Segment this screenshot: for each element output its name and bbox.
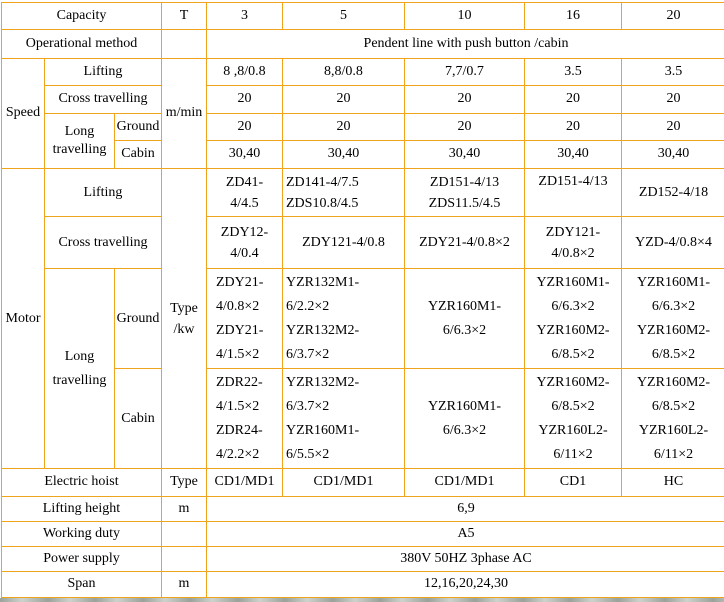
motor-cabin-value-cell: ZDR22- 4/1.5×2 ZDR24- 4/2.2×2: [207, 369, 283, 469]
speed-long-travelling-label-cell: Long travelling: [45, 114, 115, 169]
lifting-height-row: Lifting height m 6,9: [2, 497, 724, 522]
capacity-unit-cell: T: [162, 3, 207, 30]
speed-cross-value-cell: 20: [283, 86, 405, 114]
lifting-height-value-cell: 6,9: [207, 497, 724, 522]
span-unit-cell: m: [162, 572, 207, 598]
operational-method-row: Operational method Pendent line with pus…: [2, 30, 724, 59]
electric-hoist-label-cell: Electric hoist: [2, 469, 162, 497]
speed-lifting-value-cell: 3.5: [622, 59, 724, 86]
lifting-height-label-cell: Lifting height: [2, 497, 162, 522]
capacity-value-cell: 20: [622, 3, 724, 30]
lifting-height-unit-cell: m: [162, 497, 207, 522]
power-supply-value-cell: 380V 50HZ 3phase AC: [207, 547, 724, 572]
motor-ground-row: Long travelling Ground ZDY21- 4/0.8×2 ZD…: [2, 269, 724, 369]
motor-lifting-label-cell: Lifting: [45, 169, 162, 217]
power-supply-label-cell: Power supply: [2, 547, 162, 572]
speed-ground-value-cell: 20: [207, 114, 283, 141]
motor-cross-value-cell: ZDY121-4/0.8: [283, 217, 405, 269]
motor-ground-value-cell: ZDY21- 4/0.8×2 ZDY21- 4/1.5×2: [207, 269, 283, 369]
motor-ground-value-cell: YZR160M1- 6/6.3×2 YZR160M2- 6/8.5×2: [622, 269, 724, 369]
working-duty-value-cell: A5: [207, 522, 724, 547]
speed-ground-row: Long travelling Ground 20 20 20 20 20: [2, 114, 724, 141]
motor-lifting-value-cell: ZD41- 4/4.5: [207, 169, 283, 217]
electric-hoist-value-cell: CD1: [525, 469, 622, 497]
speed-unit-cell: m/min: [162, 59, 207, 169]
speed-cross-value-cell: 20: [207, 86, 283, 114]
motor-cabin-value-cell: YZR160M2- 6/8.5×2 YZR160L2- 6/11×2: [622, 369, 724, 469]
motor-cabin-value-cell: YZR160M1- 6/6.3×2: [405, 369, 525, 469]
speed-lifting-value-cell: 8 ,8/0.8: [207, 59, 283, 86]
speed-ground-value-cell: 20: [405, 114, 525, 141]
span-row: Span m 12,16,20,24,30: [2, 572, 724, 598]
speed-lifting-label-cell: Lifting: [45, 59, 162, 86]
motor-ground-value-cell: YZR160M1- 6/6.3×2: [405, 269, 525, 369]
motor-lifting-row: Motor Lifting Type /kw ZD41- 4/4.5 ZD141…: [2, 169, 724, 217]
speed-lifting-row: Speed Lifting m/min 8 ,8/0.8 8,8/0.8 7,7…: [2, 59, 724, 86]
electric-hoist-value-cell: HC: [622, 469, 724, 497]
capacity-row: Capacity T 3 5 10 16 20: [2, 3, 724, 30]
speed-lifting-value-cell: 7,7/0.7: [405, 59, 525, 86]
speed-section-label-cell: Speed: [2, 59, 45, 169]
speed-ground-value-cell: 20: [622, 114, 724, 141]
electric-hoist-row: Electric hoist Type CD1/MD1 CD1/MD1 CD1/…: [2, 469, 724, 497]
electric-hoist-value-cell: CD1/MD1: [283, 469, 405, 497]
capacity-value-cell: 10: [405, 3, 525, 30]
speed-cabin-value-cell: 30,40: [525, 141, 622, 169]
speed-ground-label-cell: Ground: [115, 114, 162, 141]
motor-cabin-value-cell: YZR160M2- 6/8.5×2 YZR160L2- 6/11×2: [525, 369, 622, 469]
speed-cross-value-cell: 20: [622, 86, 724, 114]
speed-cabin-value-cell: 30,40: [622, 141, 724, 169]
motor-cross-value-cell: ZDY12- 4/0.4: [207, 217, 283, 269]
motor-long-travelling-label-cell: Long travelling: [45, 269, 115, 469]
speed-cross-label-cell: Cross travelling: [45, 86, 162, 114]
capacity-value-cell: 3: [207, 3, 283, 30]
electric-hoist-value-cell: CD1/MD1: [405, 469, 525, 497]
capacity-value-cell: 5: [283, 3, 405, 30]
speed-cross-value-cell: 20: [405, 86, 525, 114]
power-supply-row: Power supply 380V 50HZ 3phase AC: [2, 547, 724, 572]
motor-cross-value-cell: ZDY121- 4/0.8×2: [525, 217, 622, 269]
motor-unit-cell: Type /kw: [162, 169, 207, 469]
motor-cabin-value-cell: YZR132M2- 6/3.7×2 YZR160M1- 6/5.5×2: [283, 369, 405, 469]
speed-cabin-value-cell: 30,40: [405, 141, 525, 169]
speed-cabin-value-cell: 30,40: [283, 141, 405, 169]
motor-lifting-value-cell: ZD152-4/18: [622, 169, 724, 217]
speed-cross-row: Cross travelling 20 20 20 20 20: [2, 86, 724, 114]
speed-ground-value-cell: 20: [525, 114, 622, 141]
working-duty-row: Working duty A5: [2, 522, 724, 547]
motor-lifting-value-cell: ZD151-4/13: [525, 169, 622, 217]
electric-hoist-unit-cell: Type: [162, 469, 207, 497]
operational-method-label-cell: Operational method: [2, 30, 162, 59]
speed-ground-value-cell: 20: [283, 114, 405, 141]
motor-cabin-label-cell: Cabin: [115, 369, 162, 469]
photo-edge-strip: [0, 598, 724, 602]
motor-cross-value-cell: ZDY21-4/0.8×2: [405, 217, 525, 269]
speed-cabin-label-cell: Cabin: [115, 141, 162, 169]
speed-cabin-value-cell: 30,40: [207, 141, 283, 169]
motor-lifting-value-cell: ZD151-4/13 ZDS11.5/4.5: [405, 169, 525, 217]
motor-cross-value-cell: YZD-4/0.8×4: [622, 217, 724, 269]
motor-lifting-value-cell: ZD141-4/7.5 ZDS10.8/4.5: [283, 169, 405, 217]
motor-ground-value-cell: YZR160M1- 6/6.3×2 YZR160M2- 6/8.5×2: [525, 269, 622, 369]
span-value-cell: 12,16,20,24,30: [207, 572, 724, 598]
capacity-label-cell: Capacity: [2, 3, 162, 30]
operational-method-value-cell: Pendent line with push button /cabin: [207, 30, 724, 59]
speed-lifting-value-cell: 3.5: [525, 59, 622, 86]
span-label-cell: Span: [2, 572, 162, 598]
motor-cross-row: Cross travelling ZDY12- 4/0.4 ZDY121-4/0…: [2, 217, 724, 269]
speed-cross-value-cell: 20: [525, 86, 622, 114]
empty-unit-cell: [162, 547, 207, 572]
motor-section-label-cell: Motor: [2, 169, 45, 469]
empty-unit-cell: [162, 522, 207, 547]
electric-hoist-value-cell: CD1/MD1: [207, 469, 283, 497]
motor-ground-label-cell: Ground: [115, 269, 162, 369]
empty-unit-cell: [162, 30, 207, 59]
motor-cross-label-cell: Cross travelling: [45, 217, 162, 269]
speed-lifting-value-cell: 8,8/0.8: [283, 59, 405, 86]
capacity-value-cell: 16: [525, 3, 622, 30]
motor-ground-value-cell: YZR132M1- 6/2.2×2 YZR132M2- 6/3.7×2: [283, 269, 405, 369]
working-duty-label-cell: Working duty: [2, 522, 162, 547]
